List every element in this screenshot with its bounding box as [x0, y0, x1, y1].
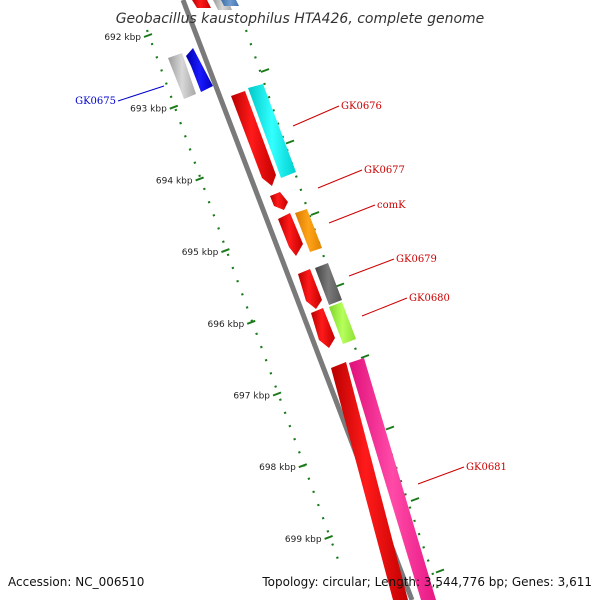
gene-gk0681[interactable] — [349, 358, 436, 600]
scale-tick-right — [410, 497, 420, 502]
scale-tick-left — [169, 104, 179, 110]
callout-line-gk0680 — [361, 297, 408, 317]
cds-gk0679 — [298, 269, 322, 309]
gene-gk0679[interactable] — [315, 263, 342, 305]
scale-tick-right — [335, 282, 345, 288]
gene-label-gk0675[interactable]: GK0675 — [75, 96, 116, 107]
scale-tick-label: 698 kbp — [259, 463, 296, 473]
cds-gk0681 — [331, 362, 408, 600]
scale-tick-left — [272, 391, 282, 397]
gene-label-gk0677[interactable]: GK0677 — [364, 165, 405, 176]
gene-label-gk0681[interactable]: GK0681 — [466, 462, 507, 473]
gene-label-gk0680[interactable]: GK0680 — [409, 293, 450, 304]
map-title: Geobacillus kaustophilus HTA426, complet… — [116, 11, 485, 27]
cds-comk — [278, 213, 303, 256]
partial-feature-red — [192, 0, 211, 8]
scale-ticks — [143, 33, 445, 574]
partial-feature-steel — [221, 0, 239, 6]
callout-line-comk — [328, 204, 376, 224]
gene-label-gk0679[interactable]: GK0679 — [396, 254, 437, 265]
callout-line-gk0677 — [317, 169, 363, 189]
cds-gk0675-silver — [168, 53, 196, 99]
scale-tick-label: 697 kbp — [233, 392, 270, 402]
gene-gk0680[interactable] — [329, 302, 356, 344]
scale-tick-left — [324, 534, 333, 540]
cds-gk0676 — [231, 91, 276, 186]
accession-label: Accession: NC_006510 — [8, 575, 144, 589]
scale-tick-label: 695 kbp — [182, 248, 219, 258]
scale-tick-right — [435, 568, 445, 574]
gene-label-comk[interactable]: comK — [377, 200, 406, 211]
scale-tick-label: 699 kbp — [285, 535, 322, 545]
gene-gk0676[interactable] — [248, 84, 296, 178]
scale-track-right — [244, 29, 442, 596]
callout-line-gk0681 — [417, 466, 465, 485]
scale-tick-labels: 692 kbp 693 kbp 694 kbp 695 kbp 696 kbp 697 k… — [104, 33, 322, 545]
genome-summary: Topology: circular; Length: 3,544,776 bp… — [261, 575, 592, 589]
scale-tick-left — [143, 33, 153, 38]
callout-line-gk0679 — [348, 258, 395, 277]
callout-line-gk0675 — [117, 85, 165, 102]
scale-tick-left — [246, 319, 256, 325]
gene-label-gk0676[interactable]: GK0676 — [341, 101, 382, 112]
scale-tick-label: 693 kbp — [130, 105, 167, 115]
scale-tick-right — [385, 425, 395, 431]
gene-gk0677[interactable] — [270, 192, 288, 210]
scale-tick-left — [298, 463, 308, 469]
scale-tick-label: 692 kbp — [104, 33, 141, 43]
gene-gk0675[interactable] — [186, 48, 213, 92]
scale-tick-left — [195, 176, 204, 182]
scale-tick-right — [260, 68, 270, 73]
scale-tick-right — [360, 354, 370, 359]
scale-tick-right — [310, 211, 320, 216]
callout-line-gk0676 — [292, 105, 340, 127]
scale-tick-right — [285, 139, 295, 145]
cds-gk0680 — [311, 308, 335, 348]
gene-comk[interactable] — [295, 209, 322, 252]
scale-tick-left — [221, 248, 230, 254]
scale-tick-label: 694 kbp — [156, 176, 193, 186]
scale-tick-label: 696 kbp — [208, 320, 245, 330]
